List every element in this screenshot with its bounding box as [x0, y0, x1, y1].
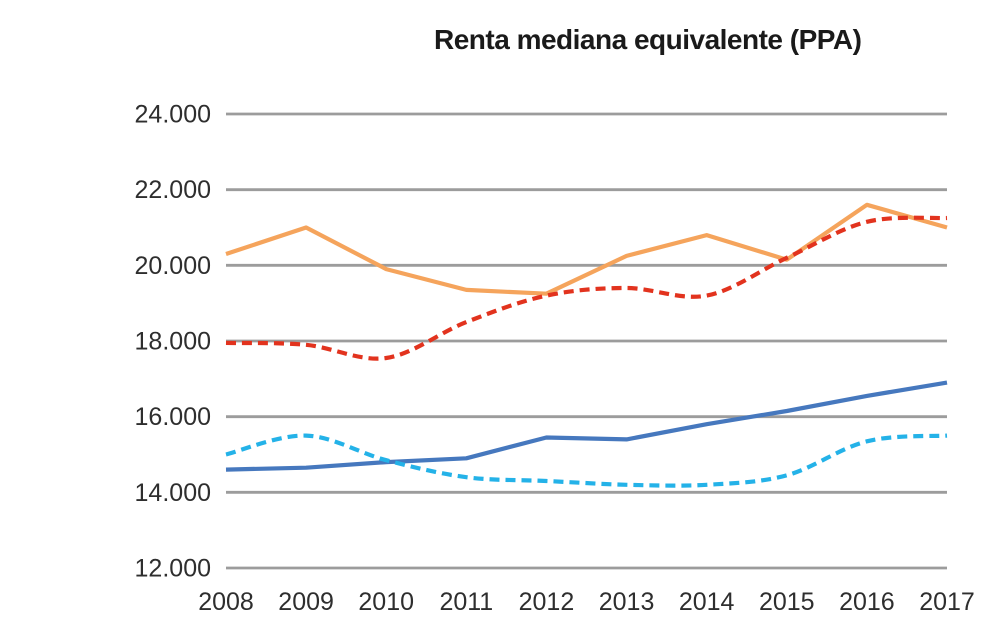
- series-line-cyan-dashed: [225, 433, 948, 488]
- x-tick-label: 2011: [439, 588, 493, 616]
- series-line-blue-solid: [225, 380, 948, 472]
- series-line-orange-solid: [225, 202, 948, 296]
- y-tick-label: 14.000: [135, 479, 211, 507]
- x-tick-label: 2015: [759, 588, 815, 616]
- chart-title: Renta mediana equivalente (PPA): [434, 24, 862, 55]
- x-tick-label: 2016: [839, 588, 895, 616]
- x-tick-label: 2008: [198, 588, 254, 616]
- x-tick-label: 2012: [519, 588, 575, 616]
- x-tick-label: 2017: [919, 588, 975, 616]
- y-tick-label: 24.000: [135, 101, 211, 129]
- y-tick-label: 12.000: [135, 555, 211, 583]
- x-tick-label: 2009: [278, 588, 334, 616]
- x-tick-label: 2010: [358, 588, 414, 616]
- x-tick-label: 2013: [599, 588, 655, 616]
- y-tick-label: 18.000: [135, 328, 211, 356]
- y-tick-label: 20.000: [135, 252, 211, 280]
- x-tick-label: 2014: [679, 588, 735, 616]
- y-tick-label: 22.000: [135, 176, 211, 204]
- y-tick-label: 16.000: [135, 403, 211, 431]
- series-line-red-dashed: [225, 215, 948, 361]
